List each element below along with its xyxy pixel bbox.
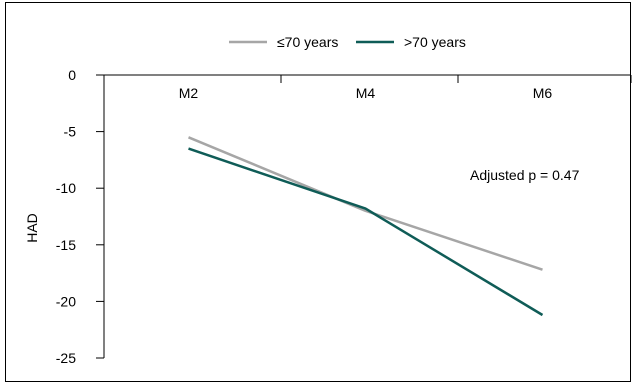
y-tick-label: 0 bbox=[68, 67, 76, 83]
y-tick-label: -15 bbox=[56, 237, 76, 253]
y-axis-label: HAD bbox=[24, 213, 40, 243]
y-tick-label: -20 bbox=[56, 293, 76, 309]
p-value-annotation: Adjusted p = 0.47 bbox=[470, 167, 580, 183]
legend-label-1: ≤70 years bbox=[277, 34, 338, 50]
series-lines bbox=[188, 136, 544, 317]
x-tick-label: M6 bbox=[533, 85, 553, 101]
x-tick-label: M2 bbox=[179, 85, 199, 101]
legend: ≤70 years >70 years bbox=[229, 34, 466, 50]
y-tick-label: -25 bbox=[56, 350, 76, 366]
y-tick-label: -5 bbox=[64, 124, 77, 140]
x-tick-label: M4 bbox=[356, 85, 376, 101]
axes: 0 -5 -10 -15 -20 -25 M2 M4 M6 bbox=[56, 67, 632, 366]
series-line-1 bbox=[188, 136, 543, 271]
y-tick-label: -10 bbox=[56, 180, 76, 196]
legend-label-2: >70 years bbox=[404, 34, 466, 50]
series-line-2 bbox=[188, 147, 544, 317]
